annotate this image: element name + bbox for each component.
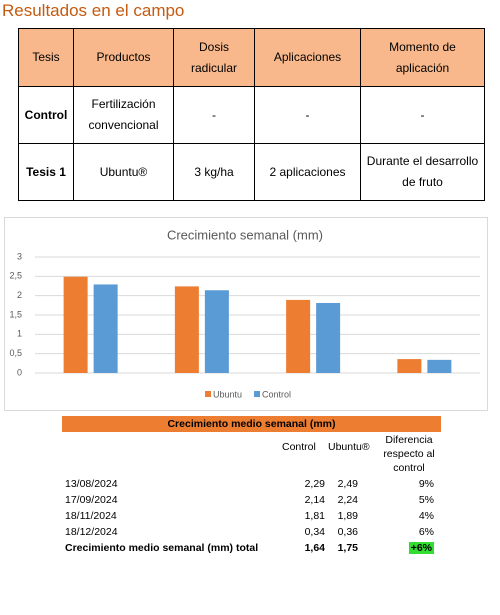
column-header: Ubuntu® [328, 441, 370, 453]
cell: 1,89 [337, 510, 358, 522]
highlight: +6% [408, 542, 434, 554]
row-label: 18/12/2024 [65, 526, 118, 538]
cell: Fertilización convencional [73, 86, 174, 144]
summary-title: Crecimiento medio semanal (mm) [62, 416, 441, 432]
cell: 9% [418, 478, 434, 490]
total-cell: 1,75 [337, 542, 358, 554]
chart: Crecimiento semanal (mm) 0 0,5 1 1,5 2 2,5 3 Ub… [9, 227, 480, 399]
cell: 4% [418, 510, 434, 522]
bar [204, 290, 229, 373]
cell: Tesis 1 [18, 143, 74, 201]
cell: 2,49 [337, 478, 358, 490]
cell: - [360, 86, 485, 144]
row: Control Fertilización convencional - - - [18, 86, 485, 144]
y-tick-label: 1,5 [9, 309, 22, 319]
page-title: Resultados en el campo [2, 1, 185, 20]
total-cell: 1,64 [304, 542, 325, 554]
legend-swatch [254, 391, 261, 397]
cell: 2,29 [304, 478, 325, 490]
header-cell: Productos [73, 28, 174, 87]
row-label: 17/09/2024 [65, 494, 118, 506]
cell: 2 aplicaciones [254, 143, 361, 201]
header-cell: Aplicaciones [254, 28, 361, 87]
y-tick-label: 1 [17, 329, 22, 339]
cell: Durante el desarrollo de fruto [360, 143, 485, 201]
y-tick-label: 0 [17, 367, 22, 377]
legend-label: Control [262, 389, 291, 399]
chart-title: Crecimiento semanal (mm) [167, 227, 323, 242]
y-tick-label: 2,5 [9, 271, 22, 281]
bar [316, 303, 341, 373]
header-cell: Momento de aplicación [360, 28, 485, 87]
cell: Control [18, 86, 74, 144]
header-row: Tesis Productos Dosis radicular Aplicaci… [18, 28, 485, 87]
column-header: Diferencia respecto al control [383, 434, 435, 474]
total-cell: +6% [408, 542, 434, 554]
cell: 5% [418, 494, 434, 506]
cell: 1,81 [304, 510, 325, 522]
cell: 2,14 [304, 494, 325, 506]
row-label: 13/08/2024 [65, 478, 118, 490]
y-tick-label: 0,5 [9, 348, 22, 358]
chart-frame [4, 217, 488, 411]
cell: 0,34 [304, 526, 325, 538]
cell: 2,24 [337, 494, 358, 506]
bar [286, 299, 311, 373]
row-label: 18/11/2024 [65, 510, 117, 522]
cell: - [254, 86, 361, 144]
bar [397, 359, 422, 373]
cell: 3 kg/ha [173, 143, 255, 201]
bar [93, 284, 118, 373]
cell: - [173, 86, 255, 144]
cell: 0,36 [337, 526, 358, 538]
y-tick-label: 2 [17, 290, 22, 300]
bar [63, 276, 88, 373]
legend-swatch [205, 391, 211, 397]
header-cell: Dosis radicular [173, 28, 255, 87]
total-cell: Crecimiento medio semanal (mm) total [65, 542, 259, 554]
bar [174, 286, 199, 373]
row: Tesis 1 Ubuntu® 3 kg/ha 2 aplicaciones D… [18, 143, 485, 201]
cell: 6% [418, 526, 434, 538]
bar [427, 359, 452, 373]
results-table: Tesis Productos Dosis radicular Aplicaci… [18, 28, 485, 201]
header-cell: Tesis [18, 28, 74, 87]
column-header: Control [282, 441, 316, 453]
cell: Ubuntu® [73, 143, 174, 201]
y-tick-label: 3 [17, 251, 22, 261]
legend-label: Ubuntu [213, 389, 242, 399]
